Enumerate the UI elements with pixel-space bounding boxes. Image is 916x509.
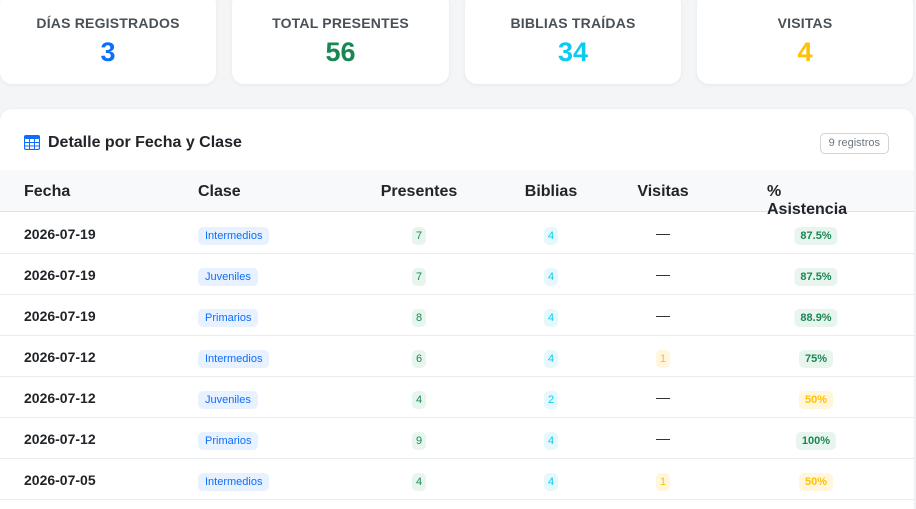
table-row: 2026-07-12 Primarios 9 4 — 100% [0,418,914,459]
cell-asistencia: 100% [795,432,837,450]
cell-biblias: 4 [543,268,559,286]
stat-label: BIBLIAS TRAÍDAS [510,15,636,31]
header-visitas[interactable]: Visitas [637,183,689,200]
cell-asistencia: 75% [798,350,834,368]
cell-asistencia: 88.9% [794,309,838,327]
cell-fecha: 2026-07-19 [24,267,96,283]
cell-biblias: 4 [543,309,559,327]
cell-asistencia: 87.5% [794,227,838,245]
cell-asistencia: 50% [798,391,834,409]
cell-visitas: — [656,266,670,282]
cell-biblias: 4 [543,350,559,368]
table-row: 2026-07-05 Intermedios 4 4 1 50% [0,459,914,500]
cell-clase-badge: Primarios [198,432,259,450]
cell-presentes: 9 [411,432,427,450]
cell-visitas: — [656,389,670,405]
cell-clase-badge: Intermedios [198,350,270,368]
cell-presentes: 6 [411,350,427,368]
records-count-badge: 9 registros [819,133,889,154]
cell-fecha: 2026-07-05 [24,472,96,488]
cell-clase-badge: Primarios [198,309,259,327]
cell-fecha: 2026-07-12 [24,390,96,406]
stat-label: VISITAS [777,15,833,31]
cell-fecha: 2026-07-12 [24,349,96,365]
header-biblias[interactable]: Biblias [524,183,578,200]
cell-presentes: 7 [411,227,427,245]
stats-row: DÍAS REGISTRADOS 3 TOTAL PRESENTES 56 BI… [0,0,916,84]
cell-visitas: — [656,225,670,241]
cell-asistencia: 50% [798,473,834,491]
stat-label: TOTAL PRESENTES [272,15,409,31]
cell-visitas: — [656,430,670,446]
stat-label: DÍAS REGISTRADOS [36,15,180,31]
table-row: 2026-07-19 Intermedios 7 4 — 87.5% [0,213,914,254]
table-row: 2026-07-12 Intermedios 6 4 1 75% [0,336,914,377]
cell-biblias: 4 [543,473,559,491]
stat-card-biblias: BIBLIAS TRAÍDAS 34 [465,0,681,84]
header-presentes[interactable]: Presentes [380,183,458,200]
cell-presentes: 8 [411,309,427,327]
cell-presentes: 7 [411,268,427,286]
cell-fecha: 2026-07-12 [24,431,96,447]
header-fecha[interactable]: Fecha [24,183,71,200]
stat-value: 4 [797,37,813,67]
cell-presentes: 4 [411,473,427,491]
cell-biblias: 4 [543,432,559,450]
cell-clase-badge: Intermedios [198,227,270,245]
detail-panel: Detalle por Fecha y Clase 9 registros Fe… [0,109,914,509]
cell-fecha: 2026-07-19 [24,308,96,324]
table-row: 2026-07-19 Juveniles 7 4 — 87.5% [0,254,914,295]
table-row: 2026-07-19 Primarios 8 4 — 88.9% [0,295,914,336]
cell-visitas: 1 [655,350,671,368]
header-clase[interactable]: Clase [198,183,241,200]
stat-value: 34 [557,37,589,67]
stat-card-visitas: VISITAS 4 [697,0,913,84]
stat-value: 3 [100,37,116,67]
header-asistencia[interactable]: % Asistencia [767,183,848,218]
panel-header: Detalle por Fecha y Clase 9 registros [0,109,914,170]
cell-clase-badge: Juveniles [198,268,258,286]
cell-biblias: 2 [543,391,559,409]
table-icon [24,135,40,150]
cell-visitas: — [656,307,670,323]
cell-asistencia: 87.5% [794,268,838,286]
stat-card-dias: DÍAS REGISTRADOS 3 [0,0,216,84]
cell-fecha: 2026-07-19 [24,226,96,242]
panel-title: Detalle por Fecha y Clase [48,134,242,151]
cell-clase-badge: Intermedios [198,473,270,491]
stat-value: 56 [325,37,356,67]
cell-clase-badge: Juveniles [198,391,258,409]
stat-card-presentes: TOTAL PRESENTES 56 [232,0,449,84]
cell-visitas: 1 [655,473,671,491]
cell-biblias: 4 [543,227,559,245]
table-header: Fecha Clase Presentes Biblias Visitas % … [0,170,914,218]
table-row: 2026-07-12 Juveniles 4 2 — 50% [0,377,914,418]
cell-presentes: 4 [411,391,427,409]
